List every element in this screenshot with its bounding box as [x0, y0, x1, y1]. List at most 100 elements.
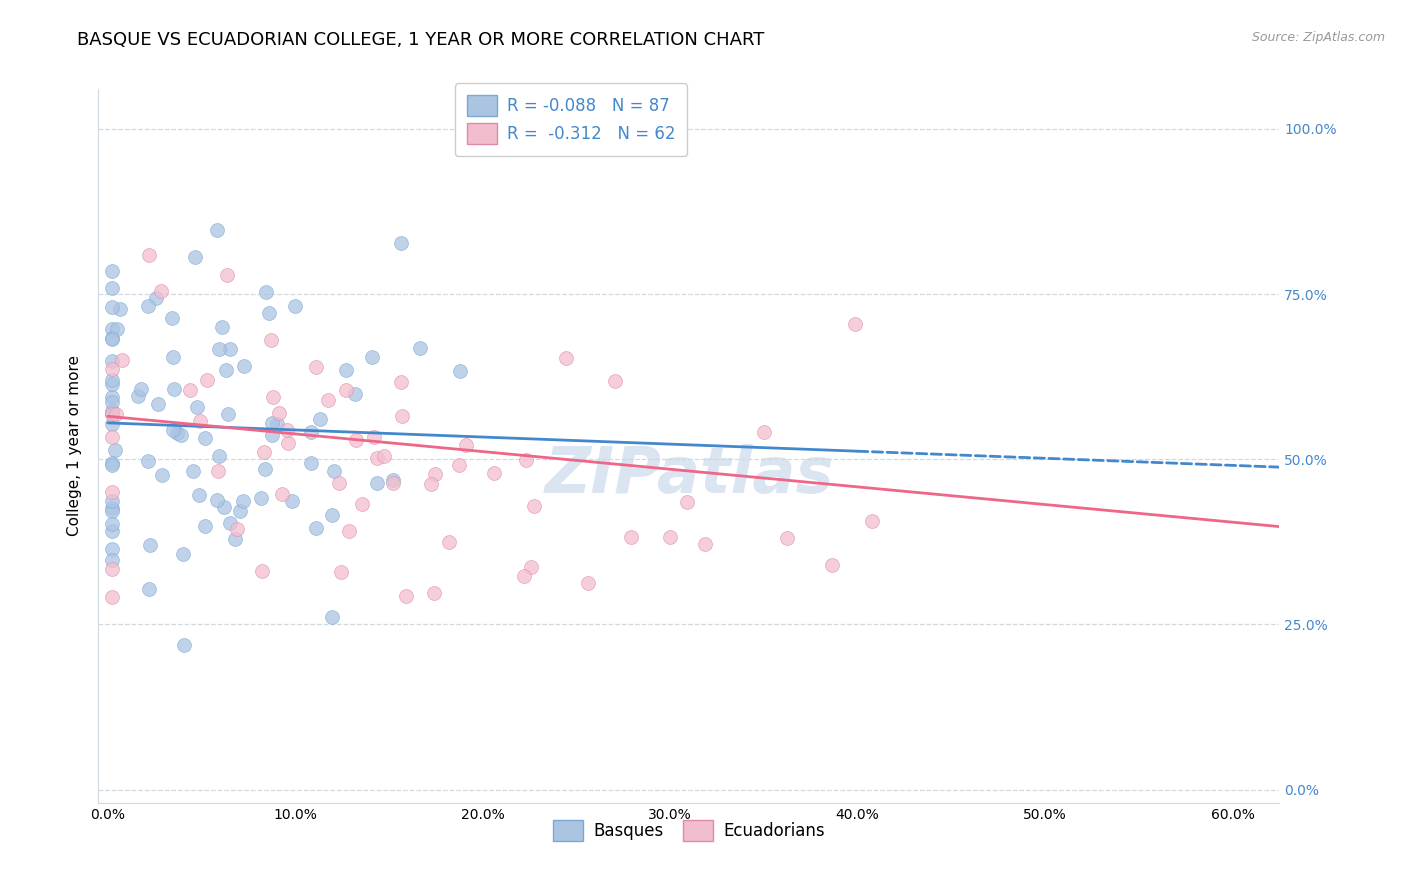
Point [207, 464, 229, 478]
Point [100, 516, 122, 531]
Point [229, 504, 252, 518]
Point [173, 638, 195, 652]
Point [422, 585, 444, 599]
Point [100, 562, 122, 576]
Point [352, 498, 374, 512]
Point [145, 292, 167, 306]
Point [100, 407, 122, 421]
Point [100, 407, 122, 421]
Point [381, 473, 404, 487]
Point [150, 467, 173, 482]
Y-axis label: College, 1 year or more: College, 1 year or more [67, 356, 83, 536]
Point [100, 264, 122, 278]
Point [328, 475, 350, 490]
Point [277, 436, 299, 450]
Point [515, 452, 537, 467]
Point [754, 425, 776, 440]
Point [186, 400, 208, 414]
Point [409, 342, 432, 356]
Point [215, 363, 238, 377]
Point [366, 451, 388, 466]
Point [208, 450, 231, 464]
Point [232, 493, 254, 508]
Point [100, 353, 122, 368]
Point [658, 531, 681, 545]
Point [395, 589, 418, 603]
Point [139, 538, 162, 552]
Point [170, 427, 193, 442]
Point [305, 359, 328, 374]
Point [389, 235, 412, 250]
Point [100, 456, 122, 470]
Point [425, 467, 447, 482]
Point [305, 521, 328, 535]
Point [232, 359, 254, 373]
Point [520, 559, 543, 574]
Point [620, 530, 643, 544]
Point [821, 558, 844, 572]
Point [127, 389, 149, 403]
Point [138, 299, 160, 313]
Point [316, 393, 339, 408]
Point [257, 306, 280, 320]
Point [100, 494, 122, 508]
Point [138, 248, 160, 262]
Point [100, 300, 122, 314]
Point [366, 476, 388, 491]
Point [437, 535, 460, 549]
Point [166, 425, 188, 440]
Point [100, 591, 122, 605]
Point [253, 461, 276, 475]
Point [482, 466, 505, 480]
Point [138, 582, 160, 597]
Point [226, 522, 249, 536]
Point [253, 444, 276, 458]
Point [309, 411, 332, 425]
Point [269, 406, 291, 420]
Point [100, 362, 122, 376]
Point [188, 487, 211, 501]
Point [454, 438, 477, 452]
Point [382, 475, 405, 490]
Point [197, 373, 219, 387]
Point [108, 301, 131, 316]
Point [163, 382, 186, 396]
Point [576, 575, 599, 590]
Point [447, 458, 470, 472]
Point [299, 425, 322, 439]
Point [322, 464, 344, 478]
Point [217, 268, 239, 282]
Point [391, 409, 413, 423]
Point [266, 417, 288, 432]
Point [179, 383, 201, 397]
Point [259, 333, 281, 347]
Point [100, 331, 122, 345]
Point [194, 519, 217, 533]
Point [219, 343, 242, 357]
Point [160, 311, 183, 326]
Point [100, 404, 122, 418]
Point [162, 350, 184, 364]
Point [449, 364, 471, 378]
Point [100, 503, 122, 517]
Point [100, 553, 122, 567]
Point [335, 363, 357, 377]
Point [219, 516, 242, 531]
Point [100, 541, 122, 556]
Text: BASQUE VS ECUADORIAN COLLEGE, 1 YEAR OR MORE CORRELATION CHART: BASQUE VS ECUADORIAN COLLEGE, 1 YEAR OR … [77, 31, 765, 49]
Point [360, 350, 382, 364]
Point [299, 456, 322, 470]
Point [321, 508, 343, 522]
Point [181, 464, 204, 478]
Point [329, 565, 352, 579]
Point [100, 430, 122, 444]
Point [512, 569, 534, 583]
Point [188, 415, 211, 429]
Point [860, 514, 883, 528]
Legend: Basques, Ecuadorians: Basques, Ecuadorians [547, 814, 831, 848]
Point [389, 375, 412, 389]
Point [250, 564, 273, 578]
Point [207, 223, 229, 237]
Point [280, 494, 302, 508]
Point [523, 500, 546, 514]
